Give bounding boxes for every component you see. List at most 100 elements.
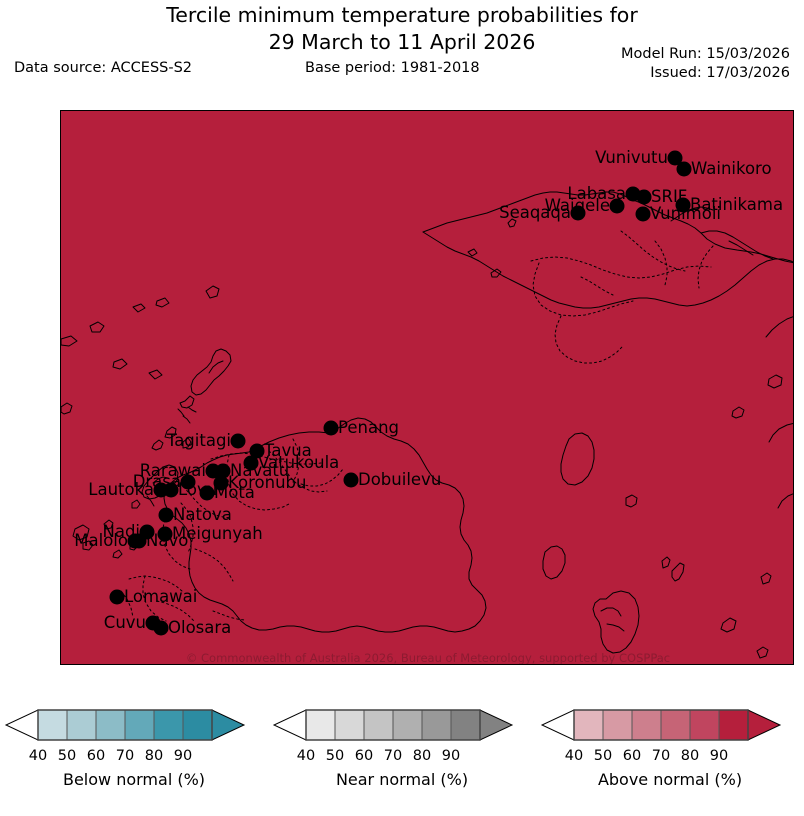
station-marker[interactable] bbox=[570, 205, 586, 221]
station-marker[interactable] bbox=[127, 533, 143, 549]
colorbar-tick-label: 50 bbox=[593, 748, 613, 764]
colorbar-over-arrow bbox=[479, 709, 514, 741]
station-label: Lomawai bbox=[124, 587, 198, 606]
station-label: Navatu bbox=[230, 461, 290, 480]
page-title: Tercile minimum temperature probabilitie… bbox=[0, 0, 804, 56]
station-marker[interactable] bbox=[153, 482, 169, 498]
station-marker[interactable] bbox=[215, 463, 231, 479]
colorbar-near-normal-ticks: 40 50 60 70 80 90 bbox=[268, 748, 536, 768]
colorbar-swatch bbox=[450, 709, 481, 741]
model-run-label: Model Run: 15/03/2026 bbox=[620, 46, 790, 62]
colorbar-tick-label: 70 bbox=[383, 748, 403, 764]
colorbar-near-normal-swatches bbox=[272, 709, 514, 741]
station-marker[interactable] bbox=[676, 161, 692, 177]
colorbar-below-normal-caption: Below normal (%) bbox=[62, 770, 206, 789]
colorbar-swatch bbox=[124, 709, 155, 741]
station-label: Dobuilevu bbox=[358, 470, 442, 489]
station-label: Wainikoro bbox=[691, 159, 772, 178]
station-marker[interactable] bbox=[199, 485, 215, 501]
colorbar-below-normal[interactable]: 40 50 60 70 80 90 Below normal (%) bbox=[0, 690, 268, 800]
colorbar-tick-label: 60 bbox=[86, 748, 106, 764]
station-marker[interactable] bbox=[609, 198, 625, 214]
colorbar-above-normal-caption: Above normal (%) bbox=[597, 770, 743, 789]
station-marker[interactable] bbox=[249, 443, 265, 459]
colorbar-over-arrow bbox=[747, 709, 782, 741]
station-label: Vunivutu bbox=[595, 148, 668, 167]
run-info: Model Run: 15/03/2026 Issued: 17/03/2026 bbox=[621, 45, 790, 82]
station-marker[interactable] bbox=[667, 150, 683, 166]
station-label: Mota bbox=[214, 483, 255, 502]
colorbar-tick-label: 70 bbox=[651, 748, 671, 764]
station-marker[interactable] bbox=[635, 206, 651, 222]
colorbar-outline bbox=[37, 709, 213, 741]
station-marker[interactable] bbox=[153, 620, 169, 636]
colorbar-legends: 40 50 60 70 80 90 Below normal (%) 40 50 60 70 80… bbox=[0, 690, 804, 810]
station-label: Malolo bbox=[74, 531, 128, 550]
station-marker[interactable] bbox=[158, 507, 174, 523]
issued-label: Issued: 17/03/2026 bbox=[650, 64, 790, 81]
colorbar-under-arrow bbox=[540, 709, 575, 741]
colorbar-tick-label: 90 bbox=[441, 748, 461, 764]
colorbar-tick-label: 80 bbox=[680, 748, 700, 764]
station-label: Cuvu bbox=[103, 613, 146, 632]
colorbar-swatch bbox=[182, 709, 213, 741]
station-label: Meigunyah bbox=[172, 524, 263, 543]
data-source-label: Data source: ACCESS-S2 bbox=[14, 60, 193, 76]
probability-map[interactable]: VunivutuWainikoroLabasaSRIFBatinikamaWai… bbox=[60, 110, 794, 665]
map-coastlines bbox=[61, 191, 793, 659]
colorbar-tick-label: 40 bbox=[564, 748, 584, 764]
colorbar-above-normal-ticks: 40 50 60 70 80 90 bbox=[536, 748, 804, 768]
station-label: Vunimoli bbox=[650, 204, 722, 223]
station-marker[interactable] bbox=[343, 472, 359, 488]
station-label: Lautoka bbox=[88, 480, 154, 499]
colorbar-tick-label: 50 bbox=[57, 748, 77, 764]
colorbar-swatch bbox=[689, 709, 720, 741]
station-marker[interactable] bbox=[230, 433, 246, 449]
station-marker[interactable] bbox=[323, 420, 339, 436]
colorbar-tick-label: 90 bbox=[709, 748, 729, 764]
station-marker[interactable] bbox=[109, 589, 125, 605]
colorbar-outline bbox=[573, 709, 749, 741]
station-label: Natova bbox=[173, 505, 232, 524]
colorbar-near-normal-caption: Near normal (%) bbox=[335, 770, 469, 789]
station-label: Seaqaqa bbox=[499, 203, 571, 222]
colorbar-over-arrow bbox=[211, 709, 246, 741]
station-label: Koronubu bbox=[228, 473, 307, 492]
colorbar-swatch bbox=[421, 709, 452, 741]
colorbar-under-arrow bbox=[4, 709, 39, 741]
station-marker[interactable] bbox=[157, 526, 173, 542]
colorbar-tick-label: 70 bbox=[115, 748, 135, 764]
station-marker[interactable] bbox=[636, 189, 652, 205]
title-line-1: Tercile minimum temperature probabilitie… bbox=[166, 3, 638, 27]
colorbar-below-normal-swatches bbox=[4, 709, 246, 741]
station-marker[interactable] bbox=[180, 474, 196, 490]
colorbar-outline bbox=[305, 709, 481, 741]
colorbar-tick-label: 80 bbox=[144, 748, 164, 764]
station-label: Navo bbox=[146, 531, 189, 550]
station-label: Olosara bbox=[168, 618, 232, 637]
colorbar-tick-label: 80 bbox=[412, 748, 432, 764]
colorbar-swatch bbox=[363, 709, 394, 741]
colorbar-swatch bbox=[66, 709, 97, 741]
colorbar-swatch bbox=[153, 709, 184, 741]
colorbar-swatch bbox=[602, 709, 633, 741]
colorbar-swatch bbox=[718, 709, 749, 741]
station-marker[interactable] bbox=[675, 197, 691, 213]
colorbar-swatch bbox=[573, 709, 604, 741]
colorbar-tick-label: 60 bbox=[622, 748, 642, 764]
station-label: Tagitagi bbox=[166, 431, 231, 450]
chart-header: Tercile minimum temperature probabilitie… bbox=[0, 0, 804, 110]
colorbar-swatch bbox=[305, 709, 336, 741]
station-marker[interactable] bbox=[213, 475, 229, 491]
colorbar-near-normal[interactable]: 40 50 60 70 80 90 Near normal (%) bbox=[268, 690, 536, 800]
station-label: Vatukoula bbox=[258, 453, 340, 472]
colorbar-swatch bbox=[37, 709, 68, 741]
station-label: Penang bbox=[338, 418, 400, 437]
colorbar-above-normal-swatches bbox=[540, 709, 782, 741]
colorbar-swatch bbox=[334, 709, 365, 741]
colorbar-tick-label: 50 bbox=[325, 748, 345, 764]
colorbar-above-normal[interactable]: 40 50 60 70 80 90 Above normal (%) bbox=[536, 690, 804, 800]
station-marker[interactable] bbox=[243, 455, 259, 471]
colorbar-tick-label: 60 bbox=[354, 748, 374, 764]
station-label: Tavua bbox=[264, 441, 312, 460]
